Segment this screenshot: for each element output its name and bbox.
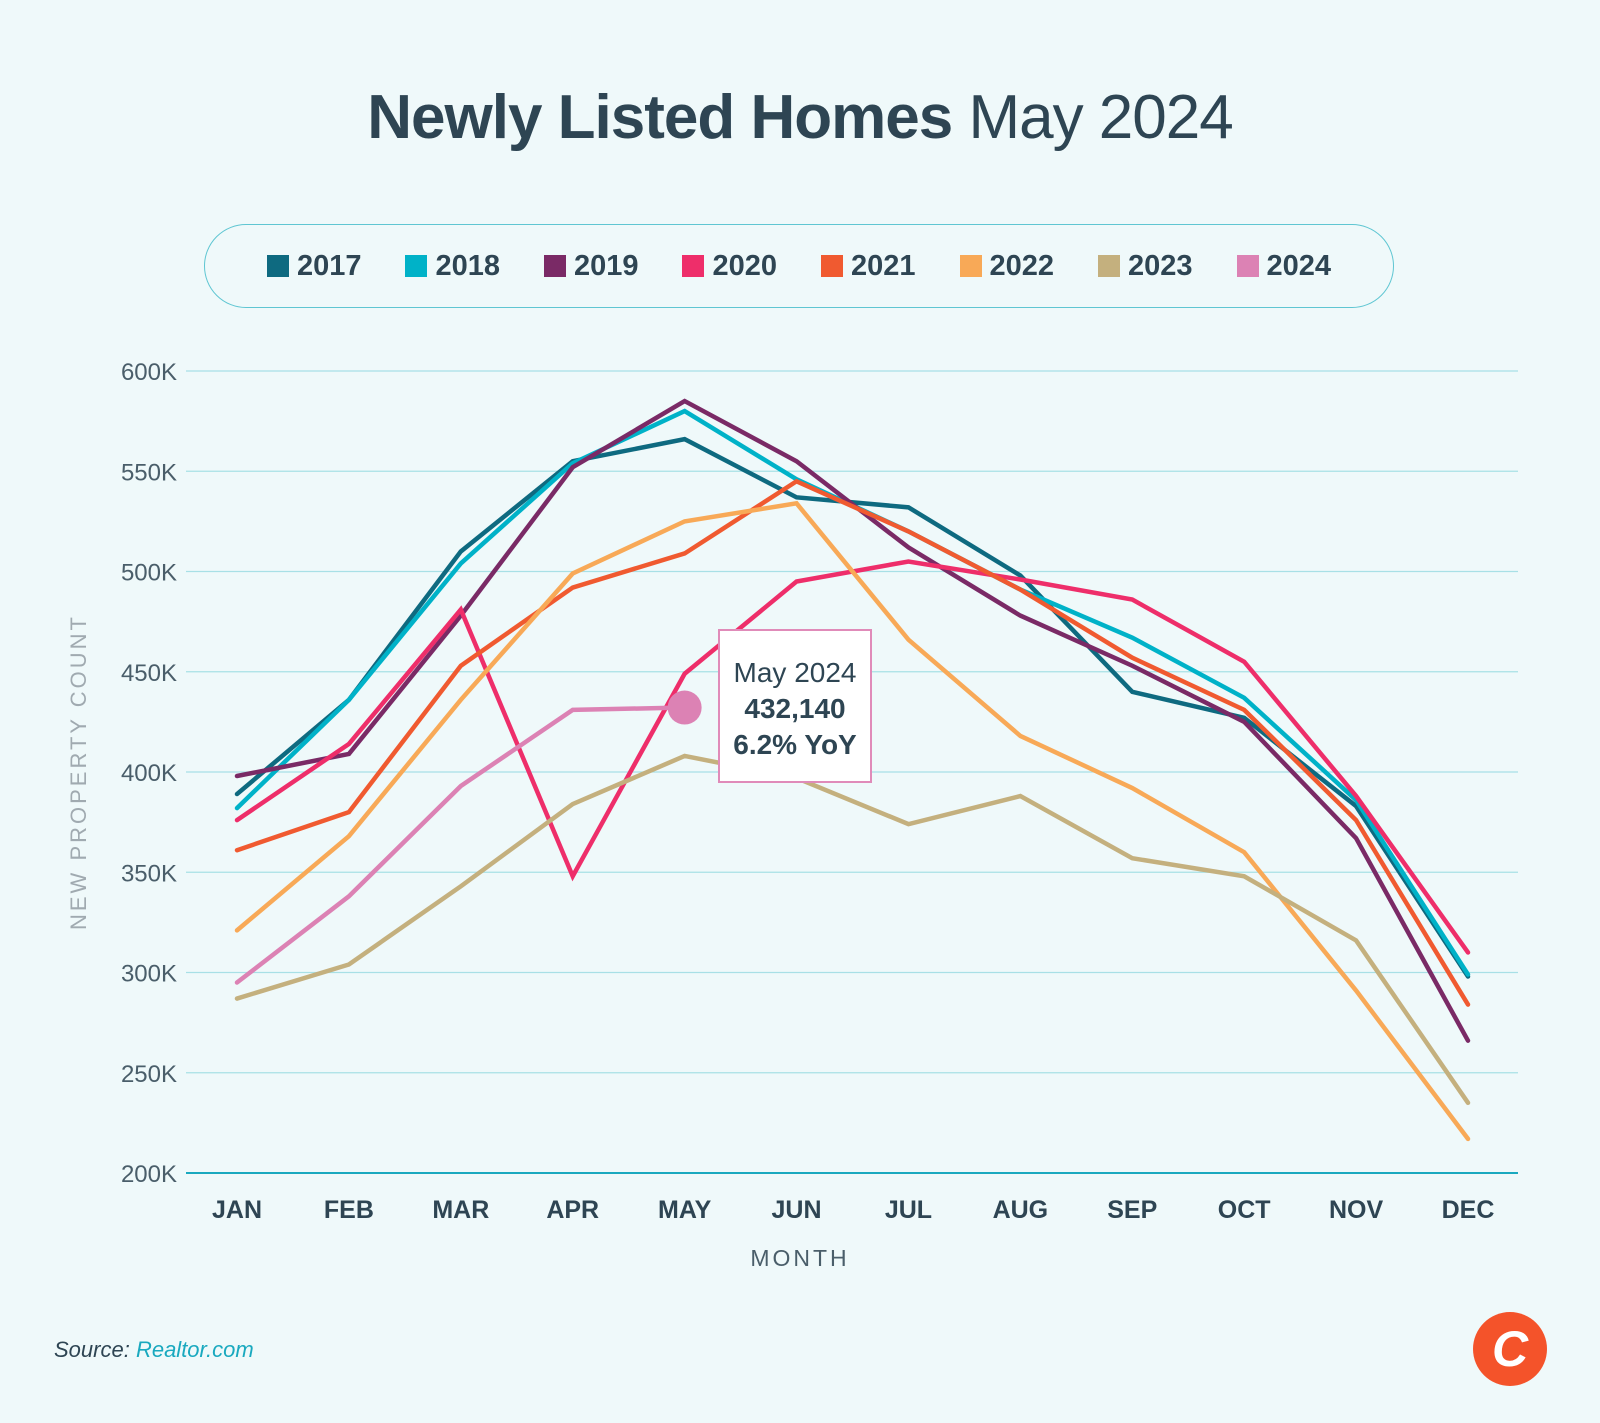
tooltip: May 2024 432,140 6.2% YoY (718, 629, 872, 783)
legend-item-2023: 2023 (1098, 250, 1193, 283)
x-axis-label: MONTH (750, 1245, 849, 1271)
x-tick-label: FEB (324, 1196, 374, 1224)
legend-label: 2017 (296, 249, 362, 282)
x-tick-label: MAY (658, 1196, 712, 1224)
brand-logo: C (1473, 1312, 1547, 1386)
legend-label: 2024 (1266, 249, 1332, 282)
legend-item-2018: 2018 (405, 250, 500, 283)
legend-swatch (266, 255, 289, 277)
y-tick-label: 500K (121, 560, 177, 587)
legend-swatch (682, 255, 705, 277)
legend-item-2020: 2020 (682, 250, 777, 283)
y-tick-label: 450K (121, 660, 177, 687)
legend-label: 2020 (712, 249, 777, 282)
source-link[interactable]: Realtor.com (135, 1337, 254, 1362)
x-tick-label: OCT (1218, 1196, 1271, 1224)
source-label: Source: (54, 1337, 130, 1362)
x-tick-label: JUN (772, 1196, 822, 1224)
x-tick-label: DEC (1442, 1196, 1495, 1224)
y-tick-label: 200K (121, 1161, 177, 1188)
tooltip-value: 432,140 (744, 693, 846, 724)
legend-label: 2018 (435, 249, 500, 282)
source: Source: Realtor.com (54, 1337, 254, 1363)
legend-item-2022: 2022 (959, 249, 1055, 283)
highlight-point (667, 690, 702, 725)
legend-label: 2022 (989, 249, 1055, 282)
x-tick-label: JUL (885, 1196, 932, 1224)
logo-letter: C (1491, 1321, 1529, 1377)
legend-swatch (821, 255, 843, 277)
title-date: May 2024 (968, 83, 1233, 152)
legend-item-2019: 2019 (543, 249, 639, 283)
x-tick-label: SEP (1107, 1196, 1157, 1224)
legend-item-2021: 2021 (821, 250, 916, 283)
y-tick-label: 600K (121, 359, 177, 386)
legend-swatch (959, 255, 982, 277)
tooltip-change: 6.2% YoY (733, 729, 857, 760)
chart-title: Newly Listed Homes May 2024 (0, 82, 1600, 153)
series-line-2023 (234, 753, 1471, 1106)
legend-swatch (1236, 255, 1259, 277)
y-tick-label: 250K (121, 1061, 177, 1088)
legend-item-2024: 2024 (1236, 249, 1332, 283)
title-bold: Newly Listed Homes (367, 83, 953, 152)
legend-label: 2021 (851, 249, 916, 282)
y-axis-label: NEW PROPERTY COUNT (66, 614, 91, 930)
legend-label: 2023 (1128, 249, 1193, 282)
legend-swatch (543, 255, 566, 277)
y-tick-label: 400K (121, 760, 177, 787)
legend-label: 2019 (573, 249, 639, 282)
x-tick-label: JAN (212, 1196, 262, 1224)
x-tick-label: APR (546, 1196, 599, 1224)
legend-item-2017: 2017 (266, 249, 362, 283)
x-tick-label: AUG (993, 1196, 1049, 1224)
x-tick-label: MAR (432, 1196, 489, 1224)
y-tick-label: 550K (121, 459, 177, 486)
tooltip-label: May 2024 (733, 657, 857, 688)
y-tick-label: 350K (121, 860, 177, 887)
legend-swatch (405, 255, 428, 277)
x-tick-label: NOV (1329, 1196, 1384, 1224)
series-line-2021 (234, 478, 1471, 1007)
series-line-2022 (234, 500, 1471, 1142)
legend-swatch (1098, 255, 1121, 277)
y-tick-label: 300K (121, 961, 177, 988)
legend: 2017 2018 2019 2020 2021 2022 2023 2024 (204, 224, 1394, 308)
series-line-2024 (234, 705, 687, 985)
